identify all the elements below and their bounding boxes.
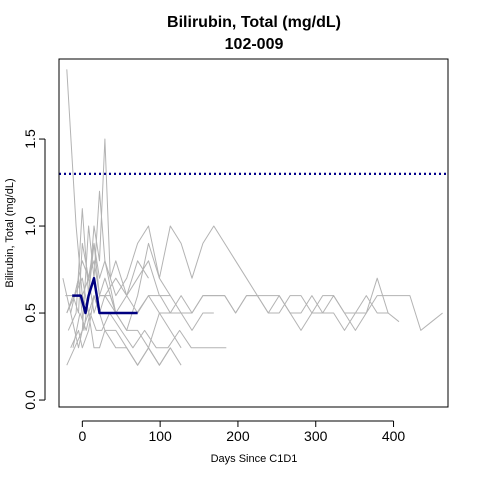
series-layer [62, 69, 443, 366]
plot-frame [58, 58, 449, 408]
background-series-line-2 [66, 69, 400, 331]
background-series-line-7 [62, 278, 171, 366]
x-tick-label: 400 [382, 428, 406, 444]
x-tick-label: 0 [78, 428, 86, 444]
y-tick-label: 1.0 [22, 216, 38, 236]
background-series-line-8 [70, 295, 182, 366]
x-tick-label: 200 [226, 428, 250, 444]
axes-layer: 0 100 200 300 400 0.0 0.5 1.0 1.5 [22, 129, 405, 444]
y-axis-label: Bilirubin, Total (mg/dL) [4, 178, 16, 287]
background-series-line-5 [66, 190, 182, 366]
background-series-line-4 [67, 138, 214, 331]
x-tick-label: 100 [148, 428, 172, 444]
y-tick-label: 0.0 [22, 390, 38, 410]
background-series-line-11 [66, 277, 100, 314]
background-series-line-3 [70, 225, 389, 331]
highlight-series-line-1 [72, 276, 138, 315]
x-axis-label: Days Since C1D1 [211, 453, 298, 465]
background-series-line-9 [72, 312, 227, 349]
background-series-line-10 [74, 242, 149, 297]
background-series-line-6 [66, 242, 171, 331]
y-tick-label: 1.5 [22, 129, 38, 149]
chart-subtitle: 102-009 [225, 36, 284, 53]
x-tick-label: 300 [304, 428, 328, 444]
y-tick-label: 0.5 [22, 303, 38, 323]
chart-title: Bilirubin, Total (mg/dL) [167, 14, 341, 31]
